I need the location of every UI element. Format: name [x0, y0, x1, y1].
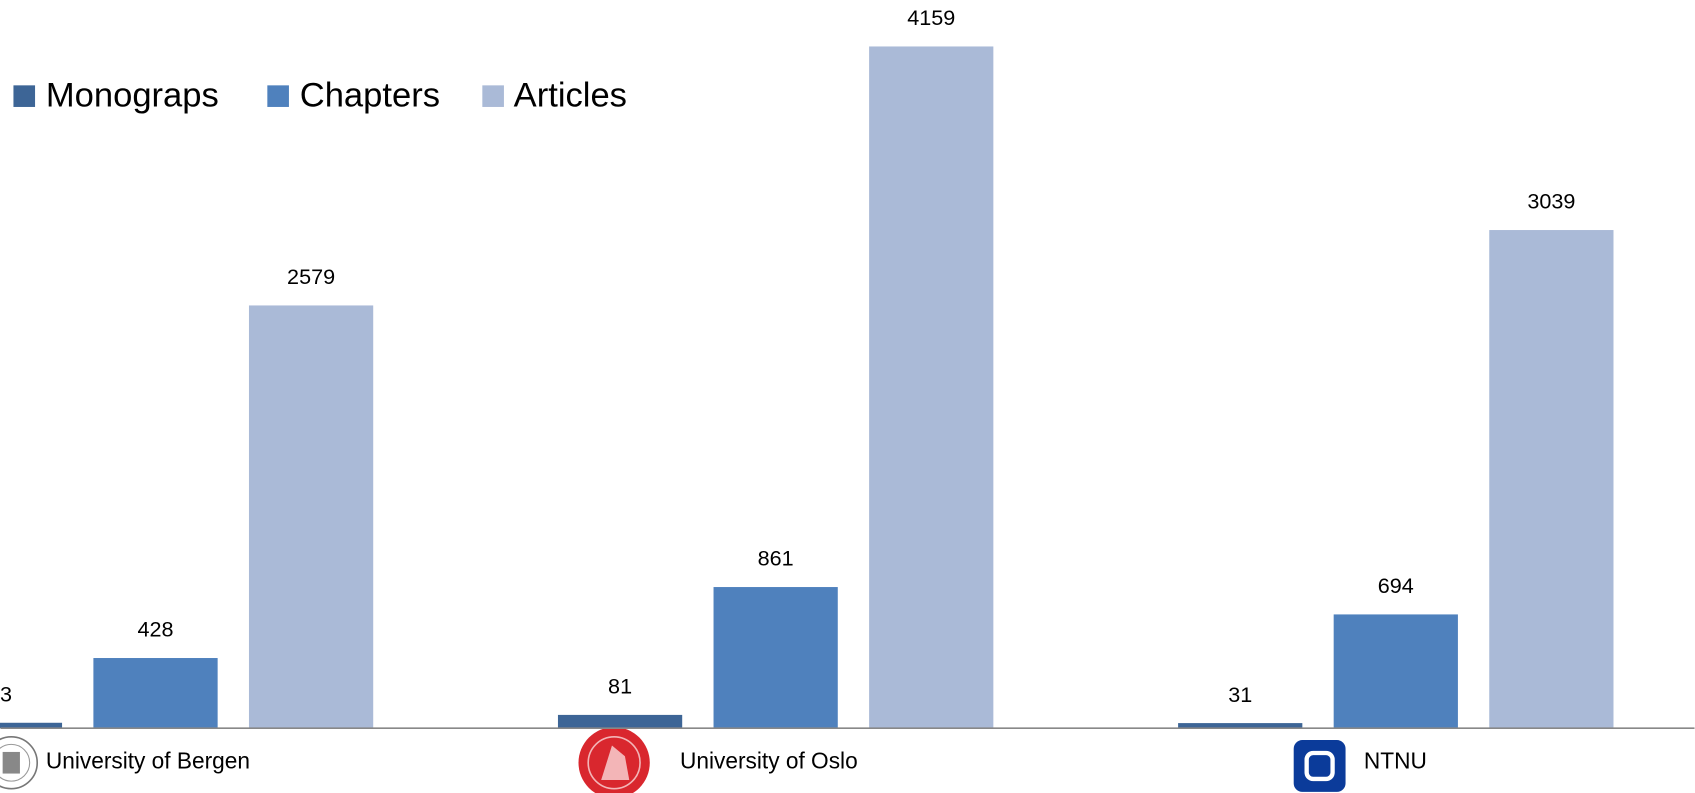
- value-label: 81: [608, 674, 632, 699]
- legend-swatch: [267, 85, 289, 107]
- bar: [869, 46, 994, 729]
- bar: [0, 722, 63, 729]
- value-label: 694: [1378, 573, 1414, 598]
- logo-oslo: [578, 727, 650, 793]
- category-label: University of Oslo: [680, 748, 858, 774]
- value-label: 3039: [1527, 189, 1575, 214]
- bar: [1333, 614, 1458, 729]
- bar: [248, 305, 374, 729]
- legend-label: Articles: [514, 76, 627, 114]
- bar: [1489, 230, 1614, 729]
- legend-label: Chapters: [300, 76, 440, 114]
- value-label: 31: [1228, 682, 1252, 707]
- value-label: 861: [758, 546, 794, 571]
- bar: [713, 587, 838, 729]
- value-label: 2579: [287, 264, 335, 289]
- value-label: 33: [0, 681, 12, 706]
- logo-ntnu: [1293, 740, 1346, 792]
- category-label: NTNU: [1364, 748, 1427, 774]
- bar: [557, 714, 683, 729]
- value-label: 428: [138, 617, 174, 642]
- legend-label: Monograps: [46, 76, 219, 114]
- logo-bergen: [0, 736, 39, 790]
- legend-swatch: [482, 85, 504, 107]
- category-label: University of Bergen: [46, 748, 250, 774]
- legend-swatch: [13, 85, 36, 107]
- bar: [93, 658, 218, 729]
- value-label: 4159: [907, 5, 955, 30]
- bar: [1178, 723, 1303, 729]
